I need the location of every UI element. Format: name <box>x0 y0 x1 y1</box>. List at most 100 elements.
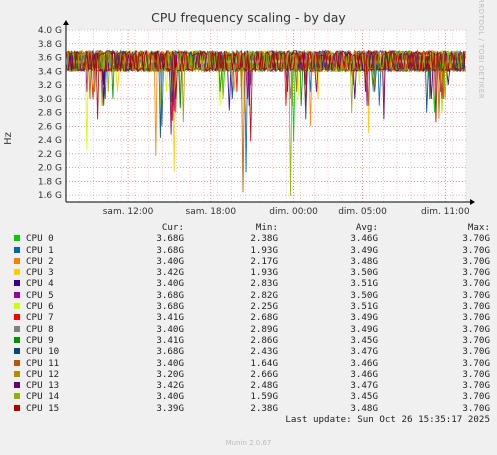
legend-swatch <box>14 370 20 377</box>
y-tick-label: 3.2 G <box>38 81 62 91</box>
y-tick-label: 1.6 G <box>38 191 62 201</box>
legend-max: 3.70G <box>462 368 490 380</box>
legend-swatch <box>14 393 20 400</box>
y-axis-label: Hz <box>2 132 14 145</box>
legend-swatch <box>14 325 20 332</box>
legend-min: 2.43G <box>250 346 278 358</box>
legend-series-name: CPU 9 <box>26 334 54 346</box>
legend-swatch <box>14 303 20 310</box>
legend-avg: 3.48G <box>350 402 378 414</box>
legend-avg: 3.50G <box>350 267 378 279</box>
legend-min: 2.86G <box>250 334 278 346</box>
legend-swatch <box>14 348 20 355</box>
legend-row-cpu-12: CPU 12 3.20G 2.66G 3.46G 3.70G <box>12 369 490 380</box>
y-tick-label: 2.0 G <box>38 164 62 174</box>
header-avg: Avg: <box>355 222 378 233</box>
y-tick-label: 1.8 G <box>38 177 62 187</box>
legend-row-cpu-7: CPU 7 3.41G 2.68G 3.49G 3.70G <box>12 312 490 323</box>
legend-series-name: CPU 8 <box>26 323 54 335</box>
legend-cur: 3.41G <box>156 334 184 346</box>
legend-swatch <box>14 404 20 411</box>
legend-min: 2.17G <box>250 255 278 267</box>
legend-avg: 3.49G <box>350 244 378 256</box>
legend-swatch <box>14 291 20 298</box>
y-tick-label: 4.0 G <box>38 26 62 36</box>
y-tick-label: 2.8 G <box>38 109 62 119</box>
legend-cur: 3.40G <box>156 323 184 335</box>
legend-avg: 3.51G <box>350 301 378 313</box>
legend-swatch <box>14 336 20 343</box>
legend-min: 2.83G <box>250 278 278 290</box>
last-update: Last update: Sun Oct 26 15:35:17 2025 <box>285 414 490 426</box>
legend-max: 3.70G <box>462 312 490 324</box>
y-axis-arrow <box>63 20 69 25</box>
legend-min: 1.93G <box>250 244 278 256</box>
legend-cur: 3.42G <box>156 380 184 392</box>
x-tick-labels: sam. 12:00 sam. 18:00 dim. 00:00 dim. 05:00… <box>103 207 470 217</box>
rrdtool-brand: RRDTOOL / TOBI OETIKER <box>477 0 485 100</box>
legend-min: 2.38G <box>250 233 278 245</box>
legend-min: 2.25G <box>250 301 278 313</box>
munin-footer: Munin 2.0.67 <box>225 439 272 447</box>
y-tick-label: 2.4 G <box>38 136 62 146</box>
legend-avg: 3.46G <box>350 357 378 369</box>
legend-series-name: CPU 11 <box>26 357 60 369</box>
x-tick-label: sam. 18:00 <box>186 207 237 217</box>
legend-cur: 3.42G <box>156 267 184 279</box>
y-tick-label: 3.6 G <box>38 54 62 64</box>
legend-max: 3.70G <box>462 267 490 279</box>
legend-swatch <box>14 269 20 276</box>
legend-header: Cur: Min: Avg: Max: <box>12 222 490 233</box>
legend-row-cpu-14: CPU 14 3.40G 1.59G 3.45G 3.70G <box>12 391 490 402</box>
legend-min: 2.82G <box>250 289 278 301</box>
legend-avg: 3.47G <box>350 346 378 358</box>
x-tick-label: dim. 05:00 <box>338 207 387 217</box>
legend-max: 3.70G <box>462 244 490 256</box>
legend-min: 2.68G <box>250 312 278 324</box>
legend-series-name: CPU 3 <box>26 267 54 279</box>
legend-cur: 3.39G <box>156 402 184 414</box>
legend-avg: 3.49G <box>350 323 378 335</box>
series-group <box>66 49 466 196</box>
y-tick-label: 2.6 G <box>38 122 62 132</box>
y-tick-label: 3.0 G <box>38 95 62 105</box>
legend-series-name: CPU 4 <box>26 278 54 290</box>
legend-cur: 3.40G <box>156 391 184 403</box>
legend-avg: 3.48G <box>350 255 378 267</box>
legend-swatch <box>14 382 20 389</box>
legend-min: 2.89G <box>250 323 278 335</box>
legend-max: 3.70G <box>462 233 490 245</box>
legend-row-cpu-9: CPU 9 3.41G 2.86G 3.45G 3.70G <box>12 335 490 346</box>
legend-row-cpu-8: CPU 8 3.40G 2.89G 3.49G 3.70G <box>12 324 490 335</box>
legend-row-cpu-5: CPU 5 3.68G 2.82G 3.50G 3.70G <box>12 290 490 301</box>
legend-row-cpu-4: CPU 4 3.40G 2.83G 3.51G 3.70G <box>12 278 490 289</box>
legend-cur: 3.68G <box>156 289 184 301</box>
series-line-cpu-15 <box>66 49 466 142</box>
y-tick-label: 3.8 G <box>38 40 62 50</box>
legend-avg: 3.45G <box>350 391 378 403</box>
legend-swatch <box>14 359 20 366</box>
legend-avg: 3.46G <box>350 368 378 380</box>
legend-row-cpu-1: CPU 1 3.68G 1.93G 3.49G 3.70G <box>12 245 490 256</box>
legend-cur: 3.68G <box>156 346 184 358</box>
legend-max: 3.70G <box>462 346 490 358</box>
legend-series-name: CPU 5 <box>26 289 54 301</box>
legend: Cur: Min: Avg: Max: CPU 0 3.68G 2.38G 3.46G… <box>12 222 490 425</box>
legend-max: 3.70G <box>462 278 490 290</box>
legend-series-name: CPU 13 <box>26 380 60 392</box>
legend-series-name: CPU 1 <box>26 244 54 256</box>
legend-series-name: CPU 7 <box>26 312 54 324</box>
legend-series-name: CPU 10 <box>26 346 60 358</box>
legend-row-cpu-2: CPU 2 3.40G 2.17G 3.48G 3.70G <box>12 256 490 267</box>
legend-max: 3.70G <box>462 289 490 301</box>
header-max: Max: <box>467 222 490 233</box>
legend-row-cpu-15: CPU 15 3.39G 2.38G 3.48G 3.70G <box>12 403 490 414</box>
legend-avg: 3.50G <box>350 289 378 301</box>
header-min: Min: <box>255 222 278 233</box>
legend-row-cpu-13: CPU 13 3.42G 2.48G 3.47G 3.70G <box>12 380 490 391</box>
legend-row-cpu-3: CPU 3 3.42G 1.93G 3.50G 3.70G <box>12 267 490 278</box>
legend-avg: 3.49G <box>350 312 378 324</box>
legend-series-name: CPU 14 <box>26 391 60 403</box>
legend-avg: 3.51G <box>350 278 378 290</box>
